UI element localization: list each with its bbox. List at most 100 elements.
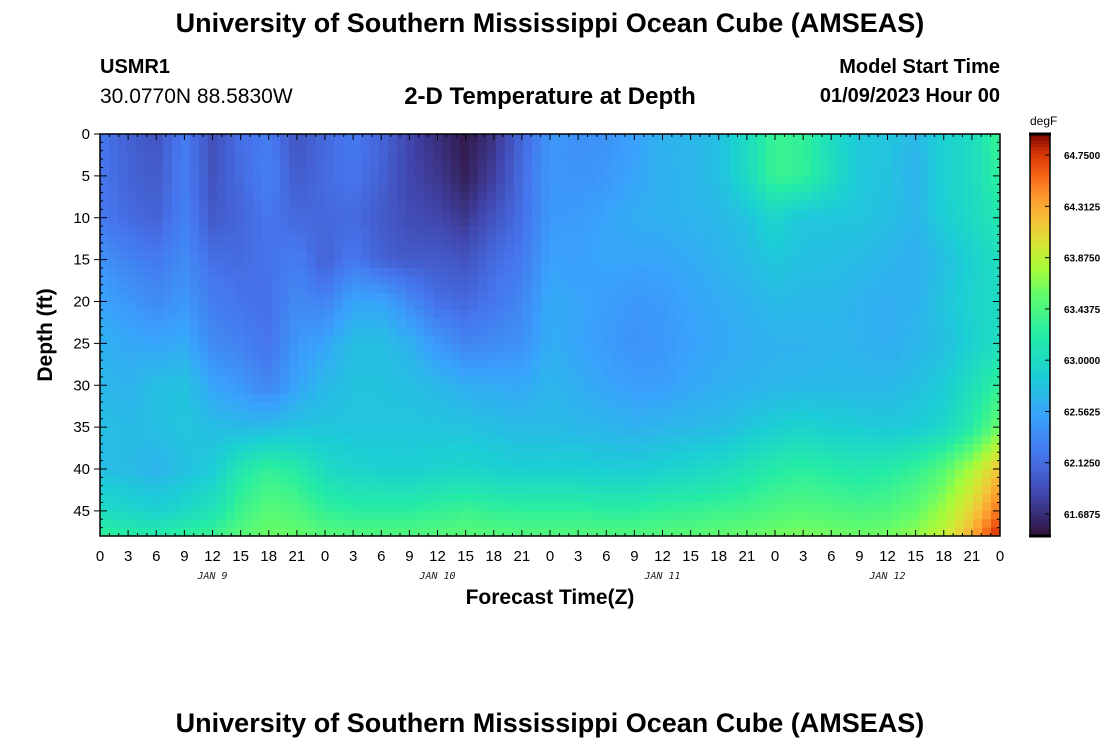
heatmap-cell bbox=[856, 259, 866, 269]
heatmap-cell bbox=[820, 142, 830, 152]
heatmap-cell bbox=[631, 268, 641, 277]
heatmap-cell bbox=[820, 251, 830, 261]
heatmap-cell bbox=[667, 268, 677, 277]
heatmap-cell bbox=[415, 510, 425, 520]
heatmap-cell bbox=[424, 351, 434, 361]
heatmap-cell bbox=[199, 410, 209, 420]
heatmap-cell bbox=[784, 276, 794, 286]
heatmap-cell bbox=[505, 293, 515, 303]
heatmap-cell bbox=[622, 159, 632, 169]
heatmap-cell bbox=[316, 301, 326, 311]
heatmap-cell bbox=[775, 335, 785, 344]
heatmap-cell bbox=[658, 293, 668, 303]
heatmap-cell bbox=[631, 192, 641, 202]
heatmap-cell bbox=[307, 385, 317, 395]
heatmap-cell bbox=[838, 443, 848, 453]
heatmap-cell bbox=[910, 502, 920, 512]
heatmap-cell bbox=[190, 226, 200, 236]
heatmap-cell bbox=[595, 293, 605, 303]
heatmap-cell bbox=[595, 519, 605, 529]
heatmap-cell bbox=[100, 368, 110, 378]
heatmap-cell bbox=[694, 234, 704, 244]
heatmap-cell bbox=[334, 309, 344, 319]
heatmap-cell bbox=[442, 368, 452, 378]
heatmap-cell bbox=[496, 402, 506, 411]
heatmap-cell bbox=[343, 192, 353, 202]
heatmap-cell bbox=[406, 469, 416, 478]
heatmap-cell bbox=[775, 159, 785, 169]
heatmap-cell bbox=[181, 469, 191, 478]
heatmap-cell bbox=[541, 167, 551, 177]
heatmap-cell bbox=[568, 443, 578, 453]
heatmap-cell bbox=[397, 368, 407, 378]
heatmap-cell bbox=[451, 268, 461, 277]
heatmap-cell bbox=[235, 159, 245, 169]
heatmap-cell bbox=[802, 335, 812, 344]
heatmap-cell bbox=[784, 318, 794, 328]
heatmap-cell bbox=[181, 427, 191, 437]
heatmap-cell bbox=[469, 360, 479, 370]
heatmap-cell bbox=[550, 510, 560, 520]
heatmap-cell bbox=[181, 360, 191, 370]
heatmap-cell bbox=[721, 469, 731, 478]
heatmap-cell bbox=[901, 276, 911, 286]
heatmap-cell bbox=[199, 167, 209, 177]
heatmap-cell bbox=[847, 351, 857, 361]
heatmap-cell bbox=[595, 142, 605, 152]
heatmap-cell bbox=[217, 519, 227, 529]
heatmap-cell bbox=[622, 293, 632, 303]
heatmap-cell bbox=[775, 385, 785, 395]
heatmap-cell bbox=[100, 443, 110, 453]
heatmap-cell bbox=[217, 393, 227, 403]
heatmap-cell bbox=[181, 376, 191, 386]
heatmap-cell bbox=[514, 251, 524, 261]
heatmap-cell bbox=[388, 309, 398, 319]
heatmap-cell bbox=[874, 494, 884, 504]
heatmap-cell bbox=[262, 251, 272, 261]
heatmap-cell bbox=[406, 343, 416, 353]
heatmap-cell bbox=[559, 376, 569, 386]
heatmap-cell bbox=[217, 284, 227, 294]
heatmap-cell bbox=[766, 268, 776, 277]
heatmap-cell bbox=[217, 435, 227, 445]
heatmap-cell bbox=[181, 159, 191, 169]
heatmap-cell bbox=[325, 268, 335, 277]
heatmap-cell bbox=[955, 527, 965, 536]
heatmap-cell bbox=[757, 175, 767, 185]
heatmap-cell bbox=[991, 385, 1000, 395]
heatmap-cell bbox=[352, 242, 362, 252]
heatmap-cell bbox=[937, 485, 947, 495]
heatmap-cell bbox=[307, 502, 317, 512]
heatmap-cell bbox=[388, 410, 398, 420]
heatmap-cell bbox=[604, 452, 614, 462]
heatmap-cell bbox=[838, 259, 848, 269]
heatmap-cell bbox=[856, 242, 866, 252]
heatmap-cell bbox=[181, 309, 191, 319]
heatmap-cell bbox=[883, 494, 893, 504]
heatmap-cell bbox=[604, 385, 614, 395]
heatmap-cell bbox=[712, 201, 722, 210]
heatmap-cell bbox=[127, 284, 137, 294]
heatmap-cell bbox=[757, 192, 767, 202]
heatmap-cell bbox=[172, 268, 182, 277]
heatmap-cell bbox=[163, 234, 173, 244]
heatmap-cell bbox=[541, 209, 551, 219]
heatmap-cell bbox=[379, 142, 389, 152]
heatmap-cell bbox=[586, 360, 596, 370]
heatmap-cell bbox=[298, 494, 308, 504]
heatmap-cell bbox=[415, 259, 425, 269]
heatmap-cell bbox=[523, 385, 533, 395]
heatmap-cell bbox=[244, 276, 254, 286]
heatmap-cell bbox=[631, 276, 641, 286]
heatmap-cell bbox=[352, 376, 362, 386]
heatmap-cell bbox=[316, 242, 326, 252]
heatmap-cell bbox=[928, 510, 938, 520]
heatmap-cell bbox=[451, 242, 461, 252]
heatmap-cell bbox=[532, 427, 542, 437]
heatmap-cell bbox=[127, 510, 137, 520]
heatmap-cell bbox=[730, 351, 740, 361]
heatmap-cell bbox=[586, 276, 596, 286]
heatmap-cell bbox=[865, 293, 875, 303]
heatmap-cell bbox=[289, 477, 299, 487]
heatmap-cell bbox=[289, 301, 299, 311]
